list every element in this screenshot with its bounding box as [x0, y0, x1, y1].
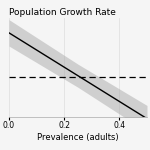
X-axis label: Prevalence (adults): Prevalence (adults) — [37, 133, 119, 142]
Text: Population Growth Rate: Population Growth Rate — [9, 8, 116, 17]
